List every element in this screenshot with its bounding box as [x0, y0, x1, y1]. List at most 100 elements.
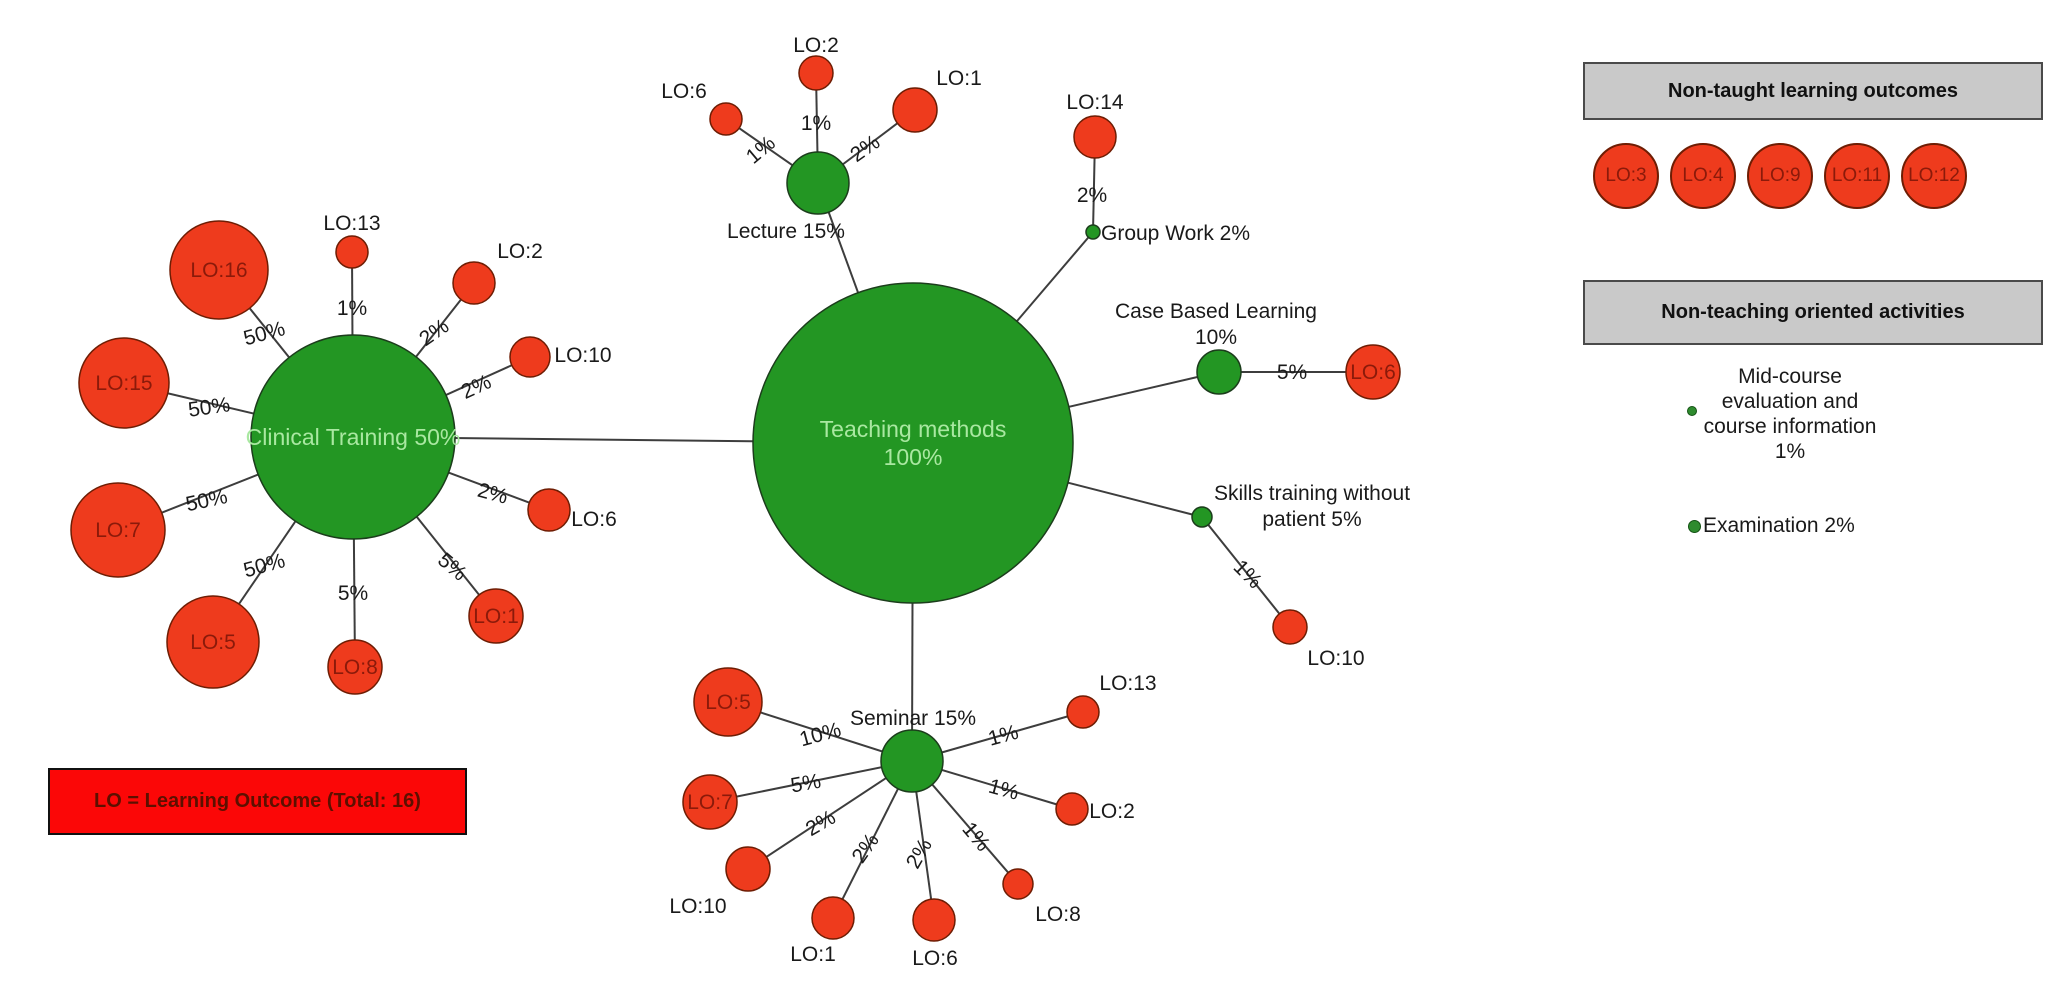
method-node-clinical — [250, 334, 456, 540]
edge-label-clinical-c7: 50% — [184, 485, 230, 516]
non-taught-lo-label: LO:9 — [1759, 165, 1801, 186]
outcome-node-l2 — [798, 55, 834, 91]
non-taught-lo-label: LO:12 — [1908, 165, 1960, 186]
outcome-node-c2 — [452, 261, 496, 305]
non-taught-lo-label: LO:3 — [1605, 165, 1647, 186]
label-m2: LO:2 — [1089, 800, 1135, 823]
label-m13: LO:13 — [1099, 672, 1156, 695]
label-lecture: Lecture 15% — [727, 220, 845, 243]
outcome-node-c6 — [527, 488, 571, 532]
label-m6: LO:6 — [912, 947, 958, 970]
non-taught-lo-circle: LO:3 — [1593, 143, 1659, 209]
edge-label-clinical-c2: 2% — [415, 315, 453, 351]
non-taught-lo-circle: LO:9 — [1747, 143, 1813, 209]
edge-label-lecture-l2: 1% — [801, 112, 831, 135]
outcome-node-m5 — [693, 667, 763, 737]
label-m1: LO:1 — [790, 943, 836, 966]
method-node-skills — [1191, 506, 1213, 528]
outcome-node-c8 — [327, 639, 383, 695]
label-m7: LO:7 — [687, 791, 733, 814]
method-node-cbl — [1196, 349, 1242, 395]
lo-legend-box: LO = Learning Outcome (Total: 16) — [48, 768, 467, 835]
edge-label-groupwork-g14: 2% — [1077, 184, 1107, 207]
edge-label-seminar-m2: 1% — [986, 775, 1021, 805]
method-node-seminar — [880, 729, 944, 793]
non-taught-panel-title: Non-taught learning outcomes — [1668, 79, 1958, 102]
non-taught-lo-label: LO:4 — [1682, 165, 1724, 186]
edge-label-seminar-m13: 1% — [986, 721, 1021, 751]
outcome-node-c10 — [509, 336, 551, 378]
label-c16: LO:16 — [190, 259, 247, 282]
examination-item: Examination 2% — [1688, 514, 1855, 538]
outcome-node-g14 — [1073, 115, 1117, 159]
label-g14: LO:14 — [1066, 91, 1124, 114]
label-c1: LO:1 — [473, 605, 519, 628]
edge-label-clinical-c15: 50% — [187, 393, 232, 422]
label-cbl: 10% — [1195, 326, 1237, 349]
method-node-teaching — [752, 282, 1074, 604]
outcome-node-s10 — [1272, 609, 1308, 645]
outcome-node-m1 — [811, 896, 855, 940]
edge-seminar-m10 — [747, 760, 913, 870]
label-clinical: Clinical Training 50% — [246, 424, 461, 450]
edge-label-seminar-m7: 5% — [789, 770, 823, 798]
label-m8: LO:8 — [1035, 903, 1081, 926]
edge-label-clinical-c6: 2% — [475, 479, 510, 509]
outcome-node-b6 — [1345, 344, 1401, 400]
outcome-node-m2 — [1055, 792, 1089, 826]
label-c6: LO:6 — [571, 508, 617, 531]
label-seminar: Seminar 15% — [850, 707, 976, 730]
outcome-node-c1 — [468, 588, 524, 644]
label-teaching: 100% — [884, 444, 943, 470]
edge-label-seminar-m1: 2% — [848, 829, 884, 867]
non-taught-lo-circle: LO:11 — [1824, 143, 1890, 209]
outcome-node-l1 — [892, 87, 938, 133]
outcome-node-c15 — [78, 337, 170, 429]
non-teaching-panel-header: Non-teaching oriented activities — [1583, 280, 2043, 345]
outcome-node-m13 — [1066, 695, 1100, 729]
label-l2: LO:2 — [793, 34, 839, 57]
non-taught-lo-label: LO:11 — [1831, 165, 1883, 186]
non-teaching-panel-title: Non-teaching oriented activities — [1661, 301, 1965, 323]
label-groupwork: Group Work 2% — [1101, 222, 1250, 245]
edge-seminar-m7 — [709, 760, 913, 803]
edge-label-seminar-m10: 2% — [802, 806, 840, 841]
outcome-node-m10 — [725, 846, 771, 892]
label-c10: LO:10 — [554, 344, 611, 367]
lo-legend-label: LO = Learning Outcome (Total: 16) — [94, 790, 421, 812]
midcourse-label: Mid-course evaluation and course informa… — [1703, 365, 1877, 463]
outcome-node-l6 — [709, 102, 743, 136]
outcome-node-c5 — [166, 595, 260, 689]
outcome-node-m7 — [682, 774, 738, 830]
edge-label-cbl-b6: 5% — [1277, 361, 1307, 384]
outcome-node-m6 — [912, 898, 956, 942]
non-taught-lo-circle: LO:12 — [1901, 143, 1967, 209]
non-taught-lo-circle: LO:4 — [1670, 143, 1736, 209]
method-node-lecture — [786, 151, 850, 215]
edge-label-clinical-c1: 5% — [433, 548, 471, 585]
edge-label-clinical-c13: 1% — [337, 297, 367, 320]
method-node-groupwork — [1085, 224, 1101, 240]
edge-label-skills-s10: 1% — [1229, 556, 1267, 594]
label-c8: LO:8 — [332, 656, 378, 679]
edge-label-lecture-l1: 2% — [846, 131, 884, 167]
label-m10: LO:10 — [669, 895, 726, 918]
label-teaching: Teaching methods — [820, 416, 1007, 442]
non-taught-panel-header: Non-taught learning outcomes — [1583, 62, 2043, 120]
edge-label-seminar-m6: 2% — [902, 835, 937, 873]
non-taught-circles-row: LO:3 LO:4 LO:9 LO:11 LO:12 — [1593, 143, 1967, 209]
label-c15: LO:15 — [95, 372, 152, 395]
label-b6: LO:6 — [1350, 361, 1396, 384]
examination-label: Examination 2% — [1703, 514, 1855, 537]
label-c7: LO:7 — [95, 519, 141, 542]
label-cbl: Case Based Learning — [1115, 300, 1317, 323]
outcome-node-m8 — [1002, 868, 1034, 900]
label-skills: Skills training without — [1214, 482, 1410, 505]
examination-green-dot-icon — [1688, 519, 1701, 533]
edge-label-lecture-l6: 1% — [742, 131, 780, 168]
midcourse-green-dot-icon — [1687, 406, 1697, 416]
nodes-layer — [70, 55, 1401, 942]
edge-label-clinical-c8: 5% — [338, 582, 368, 605]
